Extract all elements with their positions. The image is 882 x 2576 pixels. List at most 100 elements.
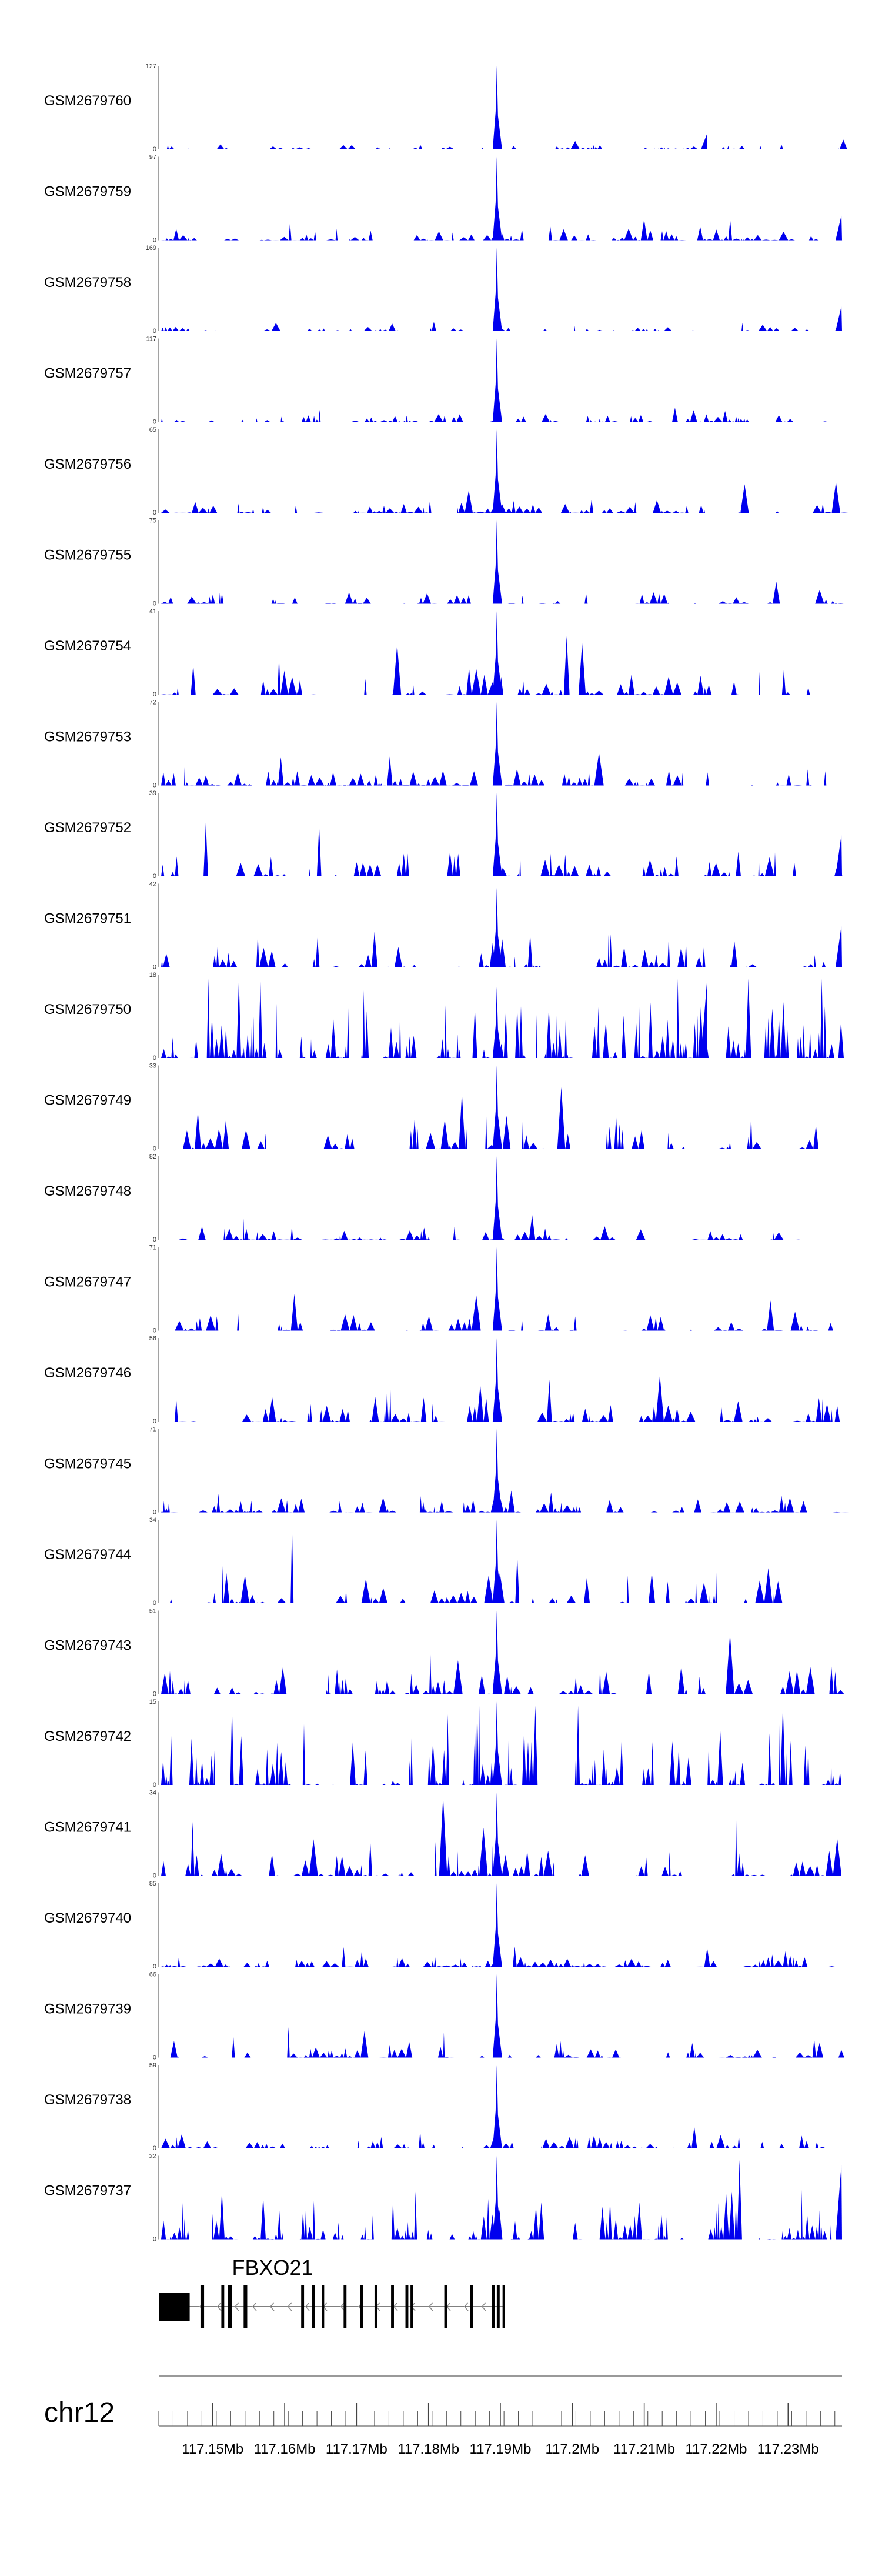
track-GSM2679740: GSM2679740 85 0 bbox=[44, 1880, 862, 1970]
axis-tick-label: 117.19Mb bbox=[470, 2441, 532, 2457]
signal-peak bbox=[492, 2155, 502, 2240]
track-ymin-label: 0 bbox=[153, 600, 156, 608]
track-ymax-label: 59 bbox=[149, 2062, 156, 2069]
track-ymax-label: 22 bbox=[149, 2153, 156, 2160]
track-ymax-label: 75 bbox=[149, 518, 156, 525]
track-label: GSM2679755 bbox=[44, 548, 131, 563]
signal-area bbox=[159, 752, 849, 786]
signal-peak bbox=[492, 611, 502, 695]
gene-exon bbox=[360, 2285, 363, 2328]
track-ymax-label: 117 bbox=[146, 336, 156, 343]
signal-peak bbox=[492, 702, 502, 786]
track-GSM2679739: GSM2679739 66 0 bbox=[44, 1971, 844, 2061]
signal-peak bbox=[492, 520, 502, 604]
track-ymin-label: 0 bbox=[153, 691, 156, 698]
signal-area bbox=[159, 1375, 856, 1422]
track-ymax-label: 71 bbox=[149, 1426, 156, 1433]
axis-tick-label: 117.15Mb bbox=[182, 2441, 243, 2457]
track-label: GSM2679740 bbox=[44, 1910, 131, 1926]
signal-area bbox=[159, 979, 844, 1058]
signal-peak bbox=[492, 887, 502, 967]
strand-arrow bbox=[340, 2302, 345, 2311]
track-GSM2679757: GSM2679757 117 0 bbox=[44, 336, 844, 426]
track-ymin-label: 0 bbox=[153, 419, 156, 426]
gene-exon bbox=[391, 2285, 394, 2328]
track-label: GSM2679756 bbox=[44, 456, 131, 472]
track-ymin-label: 0 bbox=[153, 873, 156, 880]
gene-exon bbox=[243, 2285, 248, 2328]
track-ymax-label: 51 bbox=[149, 1608, 156, 1615]
track-GSM2679738: GSM2679738 59 0 bbox=[44, 2062, 848, 2152]
signal-peak bbox=[492, 1429, 502, 1513]
track-ymin-label: 0 bbox=[153, 1873, 156, 1880]
track-label: GSM2679737 bbox=[44, 2183, 131, 2199]
track-ymax-label: 82 bbox=[149, 1153, 156, 1160]
signal-peak bbox=[836, 835, 842, 876]
track-GSM2679752: GSM2679752 39 0 bbox=[44, 790, 843, 880]
signal-peak bbox=[492, 1883, 502, 1967]
track-ymax-label: 66 bbox=[149, 1971, 156, 1978]
signal-area bbox=[159, 2126, 848, 2148]
strand-arrow bbox=[429, 2302, 433, 2311]
track-ymax-label: 72 bbox=[149, 699, 156, 706]
track-ymax-label: 127 bbox=[146, 63, 156, 70]
axis-tick-label: 117.2Mb bbox=[546, 2441, 600, 2457]
gene-exon bbox=[312, 2285, 315, 2328]
gene-exon bbox=[301, 2285, 305, 2328]
track-GSM2679749: GSM2679749 33 0 bbox=[44, 1063, 858, 1153]
gene-exon bbox=[221, 2285, 225, 2328]
track-ymin-label: 0 bbox=[153, 1600, 156, 1607]
track-ymax-label: 56 bbox=[149, 1335, 156, 1342]
axis-tick-label: 117.23Mb bbox=[757, 2441, 819, 2457]
signal-peak bbox=[492, 1156, 502, 1240]
track-label: GSM2679741 bbox=[44, 1820, 131, 1836]
track-GSM2679741: GSM2679741 34 0 bbox=[44, 1790, 842, 1880]
track-ymin-label: 0 bbox=[153, 237, 156, 244]
signal-area bbox=[159, 1706, 842, 1785]
gene-exon bbox=[322, 2285, 325, 2328]
track-label: GSM2679750 bbox=[44, 1002, 131, 1017]
track-GSM2679754: GSM2679754 41 0 bbox=[44, 608, 844, 698]
axis-tick-label: 117.22Mb bbox=[685, 2441, 747, 2457]
track-label: GSM2679743 bbox=[44, 1638, 131, 1654]
track-ymin-label: 0 bbox=[153, 328, 156, 335]
signal-peak bbox=[492, 338, 502, 422]
signal-peak bbox=[836, 925, 842, 967]
gene-label: FBXO21 bbox=[232, 2255, 313, 2280]
signal-peak bbox=[492, 1065, 502, 1149]
signal-peak bbox=[492, 429, 502, 513]
signal-peak bbox=[701, 983, 708, 1058]
track-ymax-label: 41 bbox=[149, 608, 156, 615]
track-ymax-label: 42 bbox=[149, 881, 156, 888]
axis-tick-label: 117.18Mb bbox=[397, 2441, 459, 2457]
track-ymax-label: 33 bbox=[149, 1063, 156, 1070]
signal-area bbox=[159, 1087, 858, 1149]
track-ymin-label: 0 bbox=[153, 2054, 156, 2061]
signal-peak bbox=[492, 1792, 502, 1876]
signal-peak bbox=[492, 1247, 502, 1331]
gene-exon bbox=[470, 2285, 473, 2328]
gene-exon bbox=[159, 2293, 190, 2321]
track-ymin-label: 0 bbox=[153, 2236, 156, 2243]
signal-area bbox=[159, 1946, 862, 1967]
gene-exon bbox=[405, 2285, 409, 2328]
strand-arrow bbox=[235, 2302, 239, 2311]
track-label: GSM2679749 bbox=[44, 1093, 131, 1109]
track-label: GSM2679752 bbox=[44, 820, 131, 836]
track-label: GSM2679745 bbox=[44, 1456, 131, 1472]
gene-exon bbox=[502, 2285, 505, 2328]
track-GSM2679747: GSM2679747 71 0 bbox=[44, 1244, 848, 1334]
gene-exon bbox=[410, 2285, 413, 2328]
signal-tracks: GSM26797601270GSM2679759970GSM2679758169… bbox=[44, 63, 862, 2243]
signal-area bbox=[159, 2027, 844, 2058]
gene-exon bbox=[444, 2285, 447, 2328]
track-ymax-label: 15 bbox=[149, 1699, 156, 1706]
track-ymin-label: 0 bbox=[153, 509, 156, 516]
track-GSM2679745: GSM2679745 71 0 bbox=[44, 1426, 850, 1516]
strand-arrow bbox=[252, 2302, 257, 2311]
track-ymin-label: 0 bbox=[153, 1055, 156, 1062]
track-ymax-label: 18 bbox=[149, 972, 156, 979]
signal-peak bbox=[492, 66, 502, 149]
signal-peak bbox=[836, 2164, 842, 2240]
strand-arrow bbox=[464, 2302, 469, 2311]
